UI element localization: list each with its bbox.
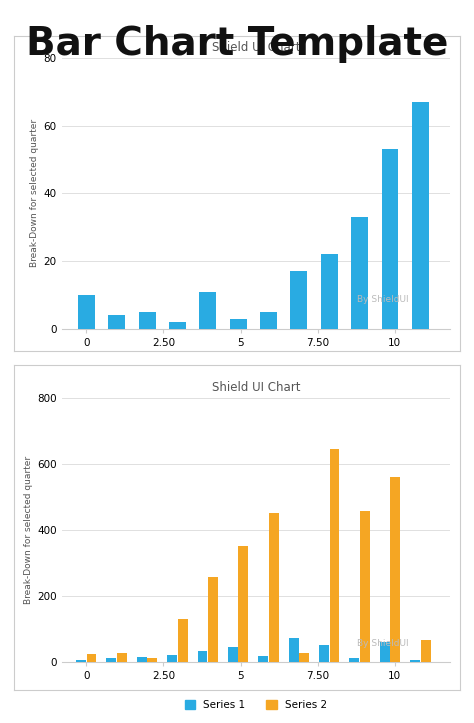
Bar <box>76 660 86 662</box>
Bar <box>199 291 216 329</box>
Bar <box>291 271 307 329</box>
Bar <box>87 654 97 662</box>
Title: Shield UI Chart: Shield UI Chart <box>212 381 300 394</box>
Bar <box>289 638 299 662</box>
Bar <box>108 315 125 329</box>
Bar <box>238 546 248 662</box>
Bar <box>269 513 279 662</box>
Bar <box>390 477 400 662</box>
Legend: Series 1: Series 1 <box>221 365 291 383</box>
Bar <box>178 619 188 662</box>
Text: Bar Chart Template: Bar Chart Template <box>26 25 448 64</box>
Bar <box>208 578 218 662</box>
Bar <box>147 658 157 662</box>
Y-axis label: Break-Down for selected quarter: Break-Down for selected quarter <box>24 455 33 604</box>
Bar <box>412 102 429 329</box>
Bar <box>380 642 390 662</box>
Bar <box>329 449 339 662</box>
Bar <box>138 312 155 329</box>
Bar <box>410 660 420 662</box>
Bar <box>198 651 208 662</box>
Bar <box>137 656 147 662</box>
Bar <box>299 654 309 662</box>
Bar <box>321 254 338 329</box>
Bar <box>360 511 370 662</box>
Bar <box>169 322 186 329</box>
Bar <box>349 658 359 662</box>
Text: By ShieldUI: By ShieldUI <box>357 295 409 304</box>
Bar <box>167 655 177 662</box>
Bar <box>260 312 277 329</box>
Legend: Series 1, Series 2: Series 1, Series 2 <box>181 696 331 714</box>
Bar <box>230 319 246 329</box>
Bar <box>351 217 368 329</box>
Bar <box>382 150 399 329</box>
Bar <box>421 640 430 662</box>
Bar <box>78 295 95 329</box>
Title: Shield UI Chart: Shield UI Chart <box>212 41 300 54</box>
Y-axis label: Break-Down for selected quarter: Break-Down for selected quarter <box>30 119 39 268</box>
Bar <box>258 656 268 662</box>
Bar <box>228 646 238 662</box>
Bar <box>319 645 329 662</box>
Bar <box>117 654 127 662</box>
Text: By ShieldUI: By ShieldUI <box>357 638 409 648</box>
Bar <box>107 658 116 662</box>
